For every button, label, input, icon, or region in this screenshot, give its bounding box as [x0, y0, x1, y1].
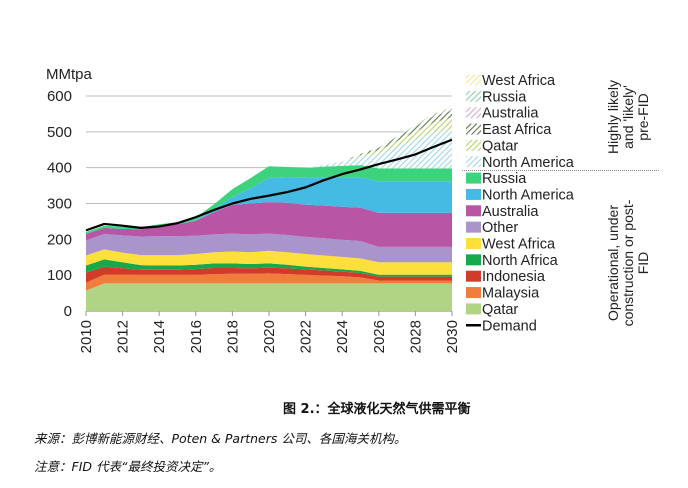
pre-fid-group-label: Highly likely and 'likely' pre-FID: [605, 80, 651, 154]
area-north-america-operational: [86, 176, 452, 234]
group-labels: Highly likely and 'likely' pre-FID Operatio…: [605, 80, 651, 326]
legend-item: Other: [466, 220, 518, 236]
x-tick-label: 2014: [151, 320, 168, 353]
legend-item: Australia: [466, 204, 539, 220]
legend-item: Russia: [466, 171, 527, 187]
legend-item: Qatar: [466, 138, 518, 154]
legend-item: North America: [466, 187, 575, 203]
legend-item: North Africa: [466, 253, 559, 269]
x-tick-label: 2028: [407, 320, 424, 353]
y-axis-title: MMtpa: [46, 66, 93, 83]
figure-caption: 图 2.：全球液化天然气供需平衡: [283, 402, 471, 417]
area-qatar-operational: [86, 283, 452, 311]
legend-swatch: [466, 172, 481, 184]
legend-label: Australia: [482, 106, 539, 122]
legend-label: Other: [482, 220, 518, 236]
legend-swatch: [466, 188, 481, 200]
x-axis: 2010 2012 2014 2016 2018 2020 2022 2024 2026 2028…: [78, 311, 461, 353]
y-tick-label: 200: [47, 231, 72, 248]
x-tick-label: 2030: [444, 320, 461, 353]
legend-swatch: [466, 205, 481, 217]
legend-swatch: [466, 238, 481, 249]
legend-item: Russia: [466, 89, 527, 105]
demand-line: [85, 138, 453, 232]
group-label-line: construction or post-: [620, 199, 636, 326]
area-west-africa-operational: [86, 249, 452, 275]
legend-item: East Africa: [466, 122, 552, 138]
x-tick-label: 2024: [334, 320, 351, 353]
x-tick-label: 2018: [224, 320, 241, 353]
legend-item: Demand: [466, 318, 537, 334]
legend-label: Qatar: [482, 138, 518, 154]
legend-swatch: [466, 107, 481, 119]
legend-swatch: [466, 123, 481, 135]
legend-label: Russia: [482, 171, 527, 187]
y-tick-label: 400: [47, 160, 72, 177]
area-australia-operational: [86, 202, 452, 247]
legend-label: Qatar: [482, 302, 518, 318]
legend-swatch: [466, 139, 481, 151]
x-tick-label: 2022: [298, 320, 315, 353]
y-tick-label: 100: [47, 267, 72, 284]
legend-item: North America: [466, 155, 575, 171]
legend-item: West Africa: [466, 237, 556, 253]
group-label-line: pre-FID: [635, 93, 651, 140]
y-tick-label: 500: [47, 124, 72, 141]
group-label-line: and 'likely': [620, 85, 636, 149]
legend-label: North America: [482, 187, 575, 203]
group-label-line: FID: [635, 252, 651, 275]
legend-label: Malaysia: [482, 286, 540, 302]
y-tick-label: 600: [47, 88, 72, 105]
legend-swatch: [466, 287, 481, 299]
legend-label: West Africa: [482, 73, 556, 89]
x-tick-label: 2012: [115, 320, 132, 353]
area-russia-operational: [86, 165, 452, 234]
fid-note: 注意：FID 代表“最终投资决定”。: [34, 459, 222, 474]
demand-line-group: [85, 138, 453, 232]
legend-item: Australia: [466, 106, 539, 122]
source-note: 来源：彭博新能源财经、Poten & Partners 公司、各国海关机构。: [34, 431, 407, 446]
y-tick-label: 0: [64, 303, 72, 320]
area-north-africa-operational: [86, 259, 452, 277]
legend-label: Demand: [482, 318, 537, 334]
legend-swatch: [466, 74, 481, 86]
y-tick-label: 300: [47, 196, 72, 213]
x-tick-label: 2026: [371, 320, 388, 353]
legend-item: Indonesia: [466, 269, 546, 285]
legend-label: Indonesia: [482, 269, 546, 285]
legend-label: Australia: [482, 204, 539, 220]
legend-label: North America: [482, 155, 575, 171]
operational-group-label: Operational, under construction or post- F…: [605, 199, 651, 326]
legend-label: West Africa: [482, 237, 556, 253]
area-other-operational: [86, 233, 452, 263]
legend-swatch: [466, 90, 481, 102]
legend-item: West Africa: [466, 73, 556, 89]
x-tick-label: 2016: [188, 320, 205, 353]
area-malaysia-operational: [86, 273, 452, 291]
legend-swatch: [466, 156, 481, 168]
area-indonesia-operational: [86, 266, 452, 283]
group-label-line: Operational, under: [605, 205, 621, 321]
group-label-line: Highly likely: [605, 80, 621, 154]
legend-swatch: [466, 254, 481, 266]
legend-swatch: [466, 221, 481, 233]
y-tick-labels: 0 100 200 300 400 500 600: [47, 88, 72, 320]
legend-swatch: [466, 303, 481, 315]
x-tick-label: 2010: [78, 320, 95, 353]
legend-label: Russia: [482, 89, 527, 105]
stacked-areas: [86, 106, 452, 311]
legend-label: North Africa: [482, 253, 559, 269]
legend-swatch: [466, 270, 481, 282]
legend-label: East Africa: [482, 122, 552, 138]
legend-item: Qatar: [466, 302, 518, 318]
legend-item: Malaysia: [466, 286, 540, 302]
x-tick-label: 2020: [261, 320, 278, 353]
